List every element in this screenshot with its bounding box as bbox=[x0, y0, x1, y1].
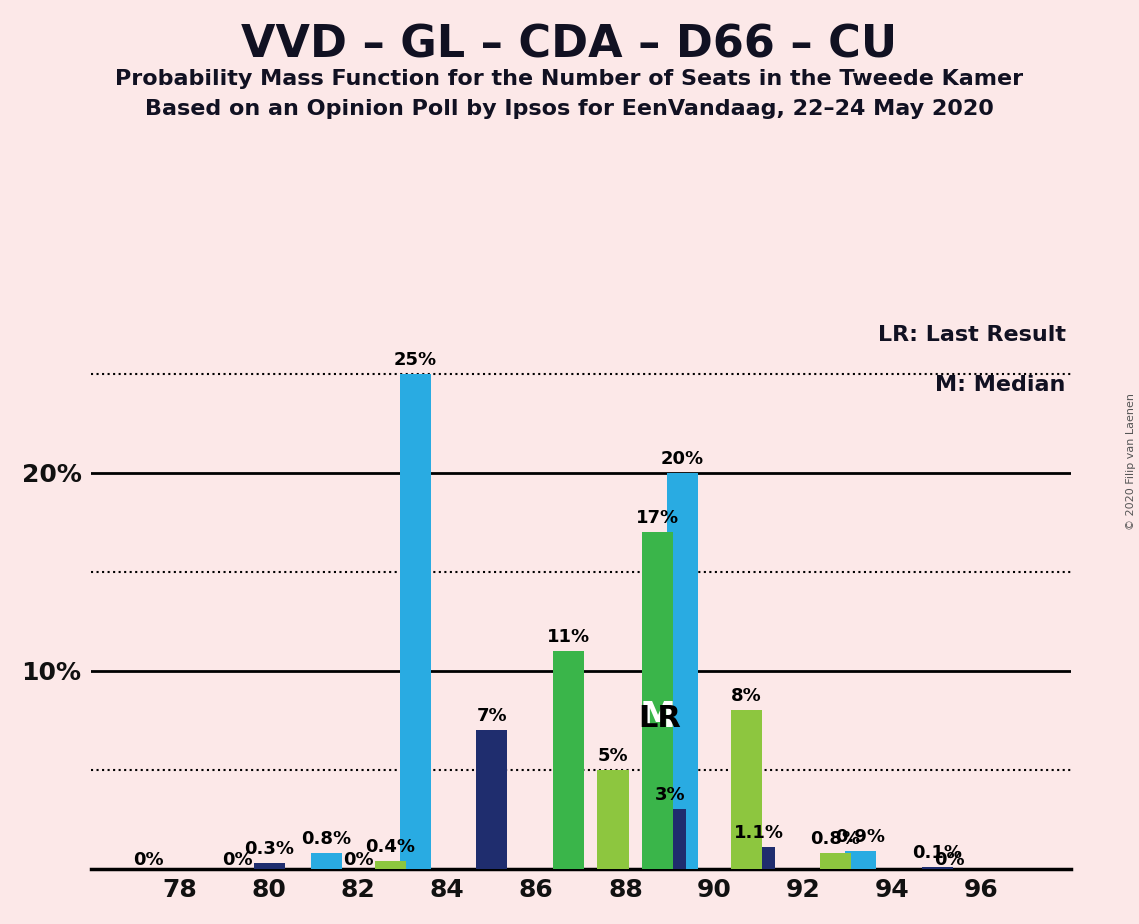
Text: M: M bbox=[639, 700, 675, 734]
Bar bbox=[921, 867, 952, 869]
Text: LR: Last Result: LR: Last Result bbox=[878, 325, 1066, 346]
Text: 17%: 17% bbox=[636, 509, 679, 527]
Text: LR: LR bbox=[639, 703, 681, 733]
Text: 0%: 0% bbox=[343, 851, 374, 869]
Bar bbox=[476, 730, 507, 869]
Bar bbox=[311, 853, 342, 869]
Text: 3%: 3% bbox=[655, 786, 686, 804]
Text: Probability Mass Function for the Number of Seats in the Tweede Kamer: Probability Mass Function for the Number… bbox=[115, 69, 1024, 90]
Bar bbox=[375, 860, 405, 869]
Text: 8%: 8% bbox=[731, 687, 762, 705]
Bar bbox=[666, 472, 698, 869]
Text: 7%: 7% bbox=[476, 707, 507, 725]
Text: 0.9%: 0.9% bbox=[836, 828, 885, 845]
Bar bbox=[845, 851, 876, 869]
Bar bbox=[552, 650, 584, 869]
Bar bbox=[744, 846, 775, 869]
Text: 0.4%: 0.4% bbox=[366, 838, 416, 856]
Bar bbox=[400, 373, 431, 869]
Bar bbox=[820, 853, 851, 869]
Text: 0%: 0% bbox=[222, 851, 253, 869]
Text: 0.1%: 0.1% bbox=[912, 844, 962, 861]
Text: 1.1%: 1.1% bbox=[734, 824, 784, 842]
Text: © 2020 Filip van Laenen: © 2020 Filip van Laenen bbox=[1126, 394, 1136, 530]
Text: 11%: 11% bbox=[547, 627, 590, 646]
Bar bbox=[731, 711, 762, 869]
Text: 0.8%: 0.8% bbox=[301, 830, 351, 848]
Text: 0%: 0% bbox=[934, 851, 965, 869]
Bar bbox=[254, 863, 285, 869]
Bar bbox=[597, 770, 629, 869]
Text: Based on an Opinion Poll by Ipsos for EenVandaag, 22–24 May 2020: Based on an Opinion Poll by Ipsos for Ee… bbox=[145, 99, 994, 119]
Bar bbox=[654, 809, 686, 869]
Text: 0.8%: 0.8% bbox=[811, 830, 861, 848]
Text: 20%: 20% bbox=[661, 450, 704, 468]
Text: M: Median: M: Median bbox=[935, 375, 1066, 395]
Bar bbox=[642, 532, 673, 869]
Text: 0.3%: 0.3% bbox=[244, 840, 294, 857]
Text: VVD – GL – CDA – D66 – CU: VVD – GL – CDA – D66 – CU bbox=[241, 23, 898, 67]
Text: 25%: 25% bbox=[394, 350, 437, 369]
Text: 5%: 5% bbox=[598, 747, 629, 765]
Text: 0%: 0% bbox=[133, 851, 163, 869]
